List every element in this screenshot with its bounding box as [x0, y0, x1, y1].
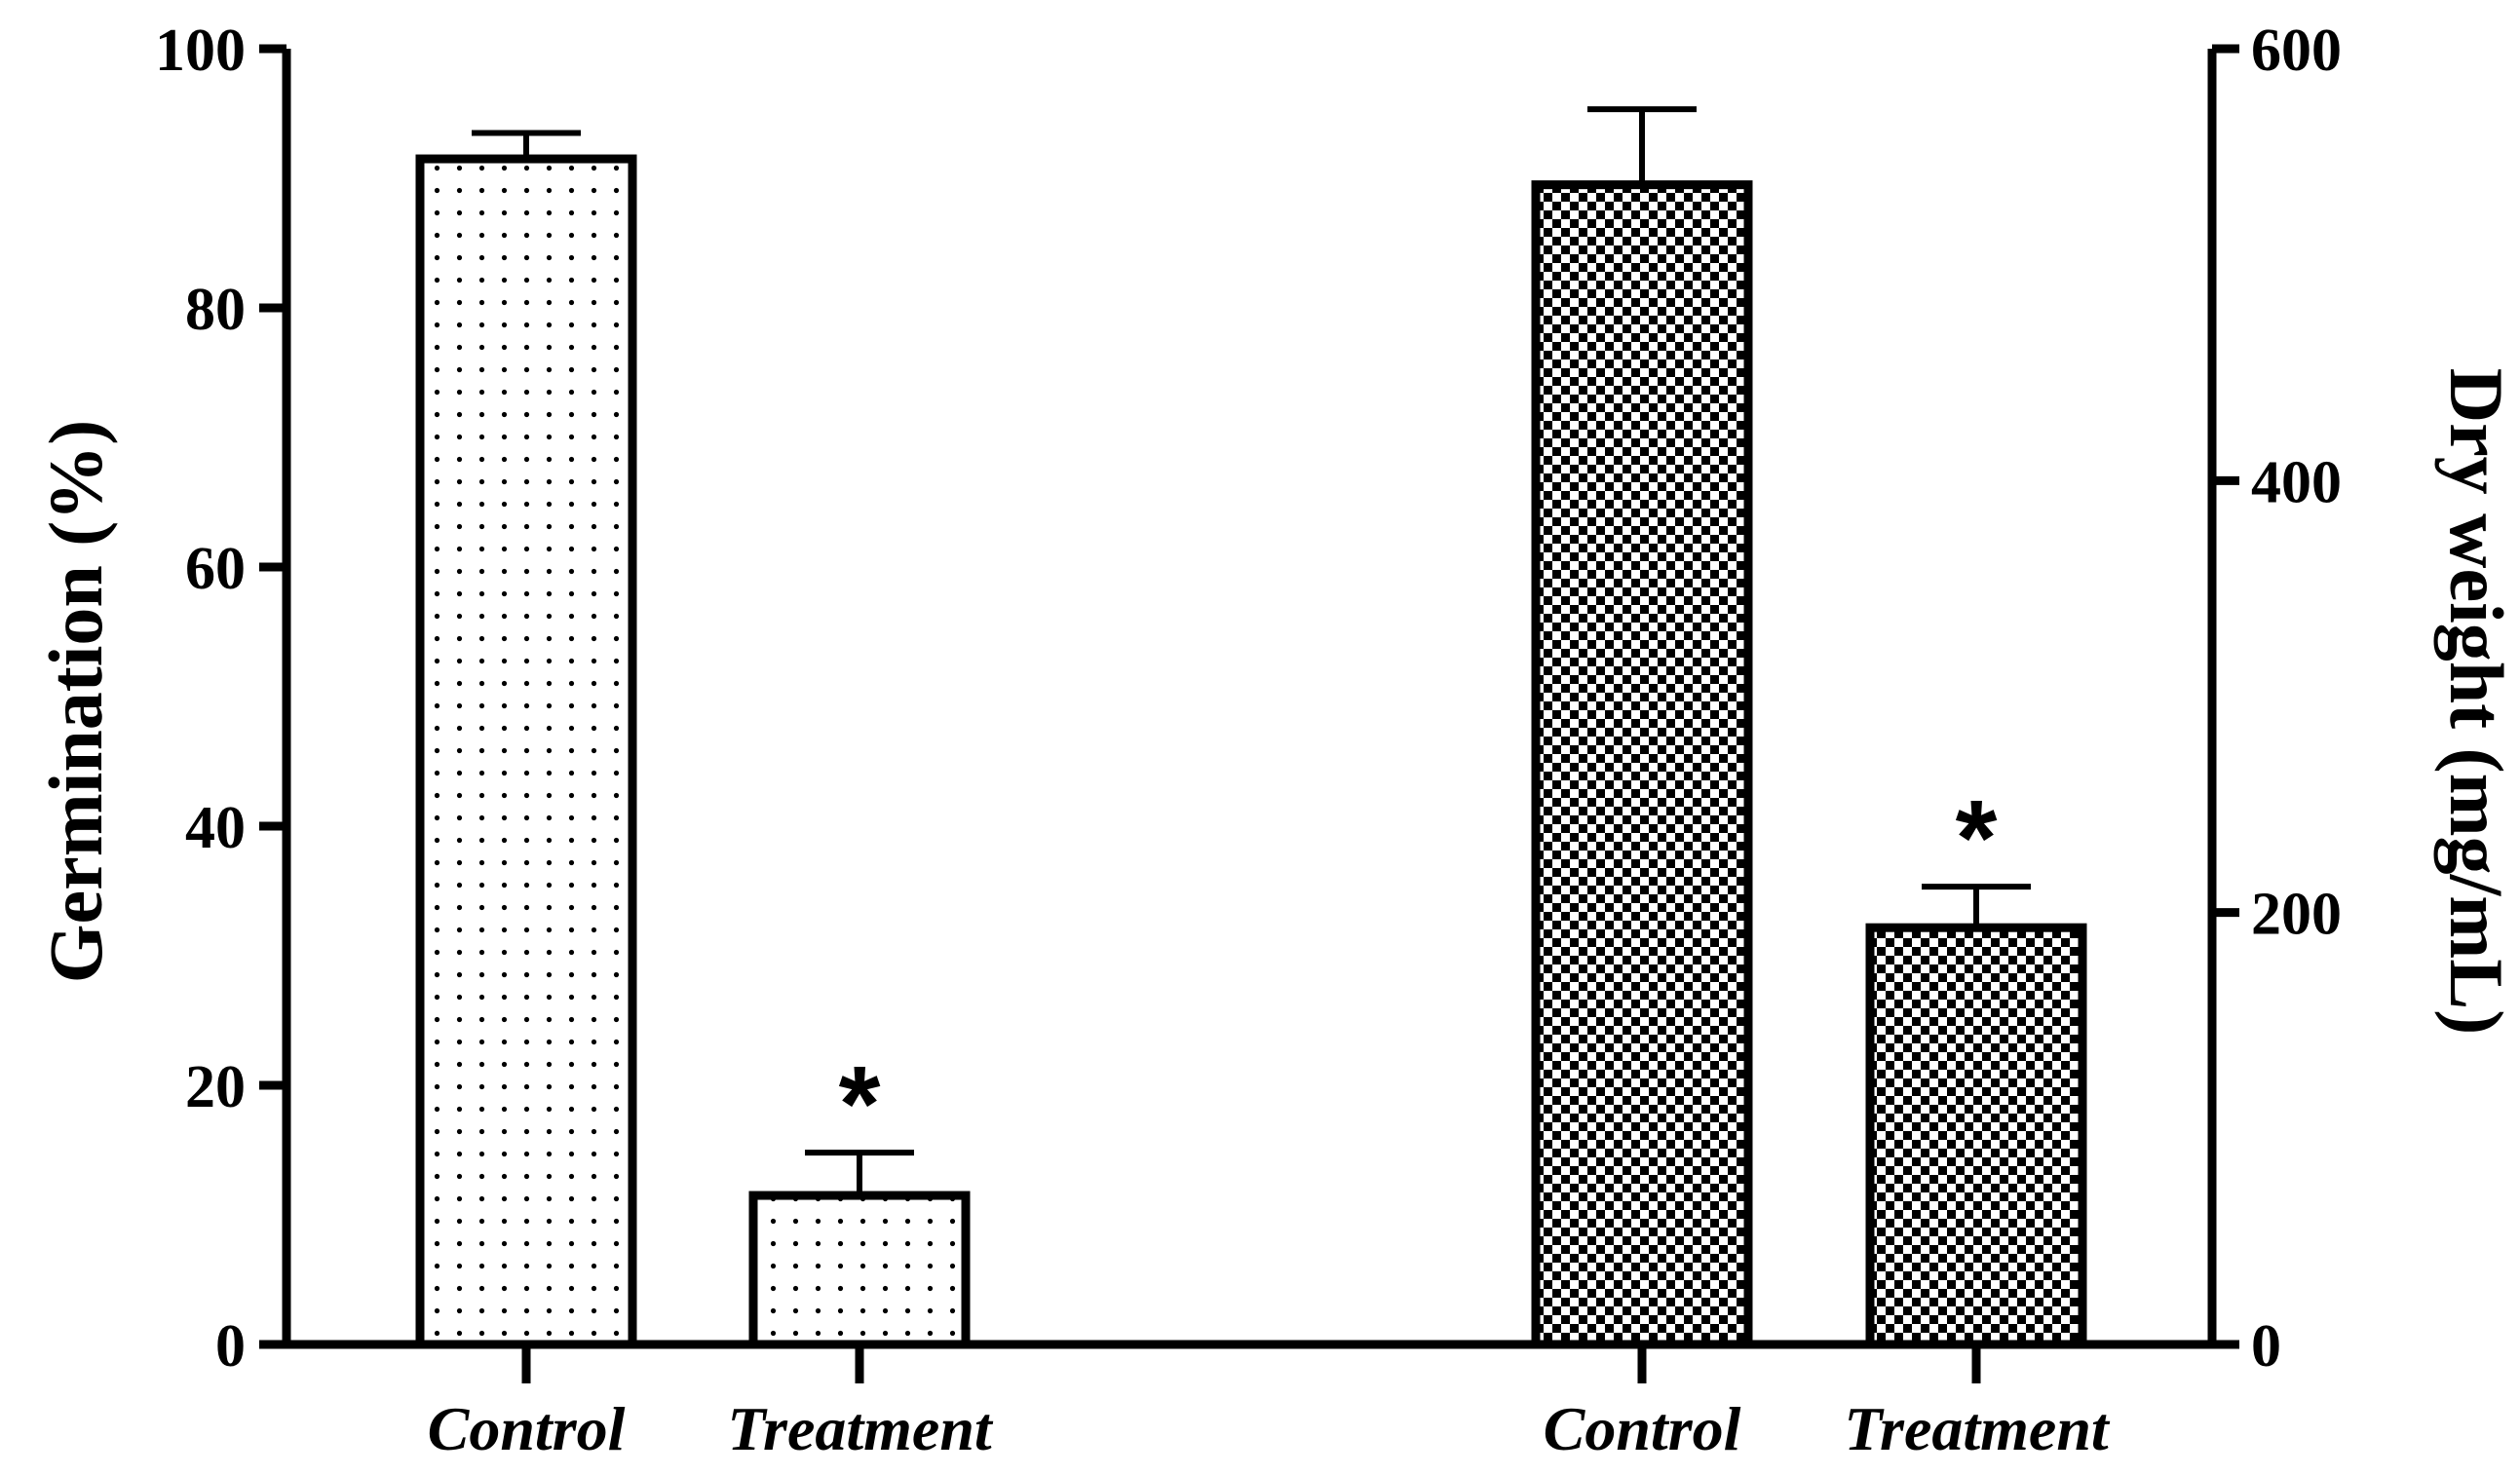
right-tick-label: 600 [2251, 18, 2342, 84]
left-tick-label: 80 [185, 277, 246, 343]
right-axis-ticks: 0 200 400 600 [2212, 18, 2342, 1380]
right-axis-title: Dry weight (mg/mL) [2434, 368, 2519, 1036]
bar-treatment [748, 1191, 971, 1349]
left-tick-label: 0 [215, 1313, 246, 1380]
significance-marker: * [1956, 778, 1998, 898]
right-tick-label: 0 [2251, 1313, 2281, 1380]
left-axis-title: Germination (%) [33, 420, 118, 983]
right-tick-label: 400 [2251, 449, 2342, 515]
bars-layer: ** [415, 106, 2087, 1349]
category-labels: Control Treatment Control Treatment [428, 1344, 2111, 1463]
category-label: Control [428, 1394, 626, 1463]
left-tick-label: 40 [185, 795, 246, 861]
category-label: Treatment [1844, 1394, 2111, 1463]
bar-control [415, 154, 637, 1349]
left-tick-label: 60 [185, 536, 246, 602]
left-tick-label: 20 [185, 1054, 246, 1120]
category-label: Treatment [727, 1394, 994, 1463]
significance-marker: * [839, 1044, 881, 1164]
category-label: Control [1544, 1394, 1741, 1463]
right-tick-label: 200 [2251, 882, 2342, 948]
bar-treatment [1865, 923, 2087, 1349]
left-tick-label: 100 [155, 18, 246, 84]
left-axis-ticks: 0 20 40 60 80 100 [155, 18, 286, 1380]
bar-control [1531, 180, 1753, 1349]
